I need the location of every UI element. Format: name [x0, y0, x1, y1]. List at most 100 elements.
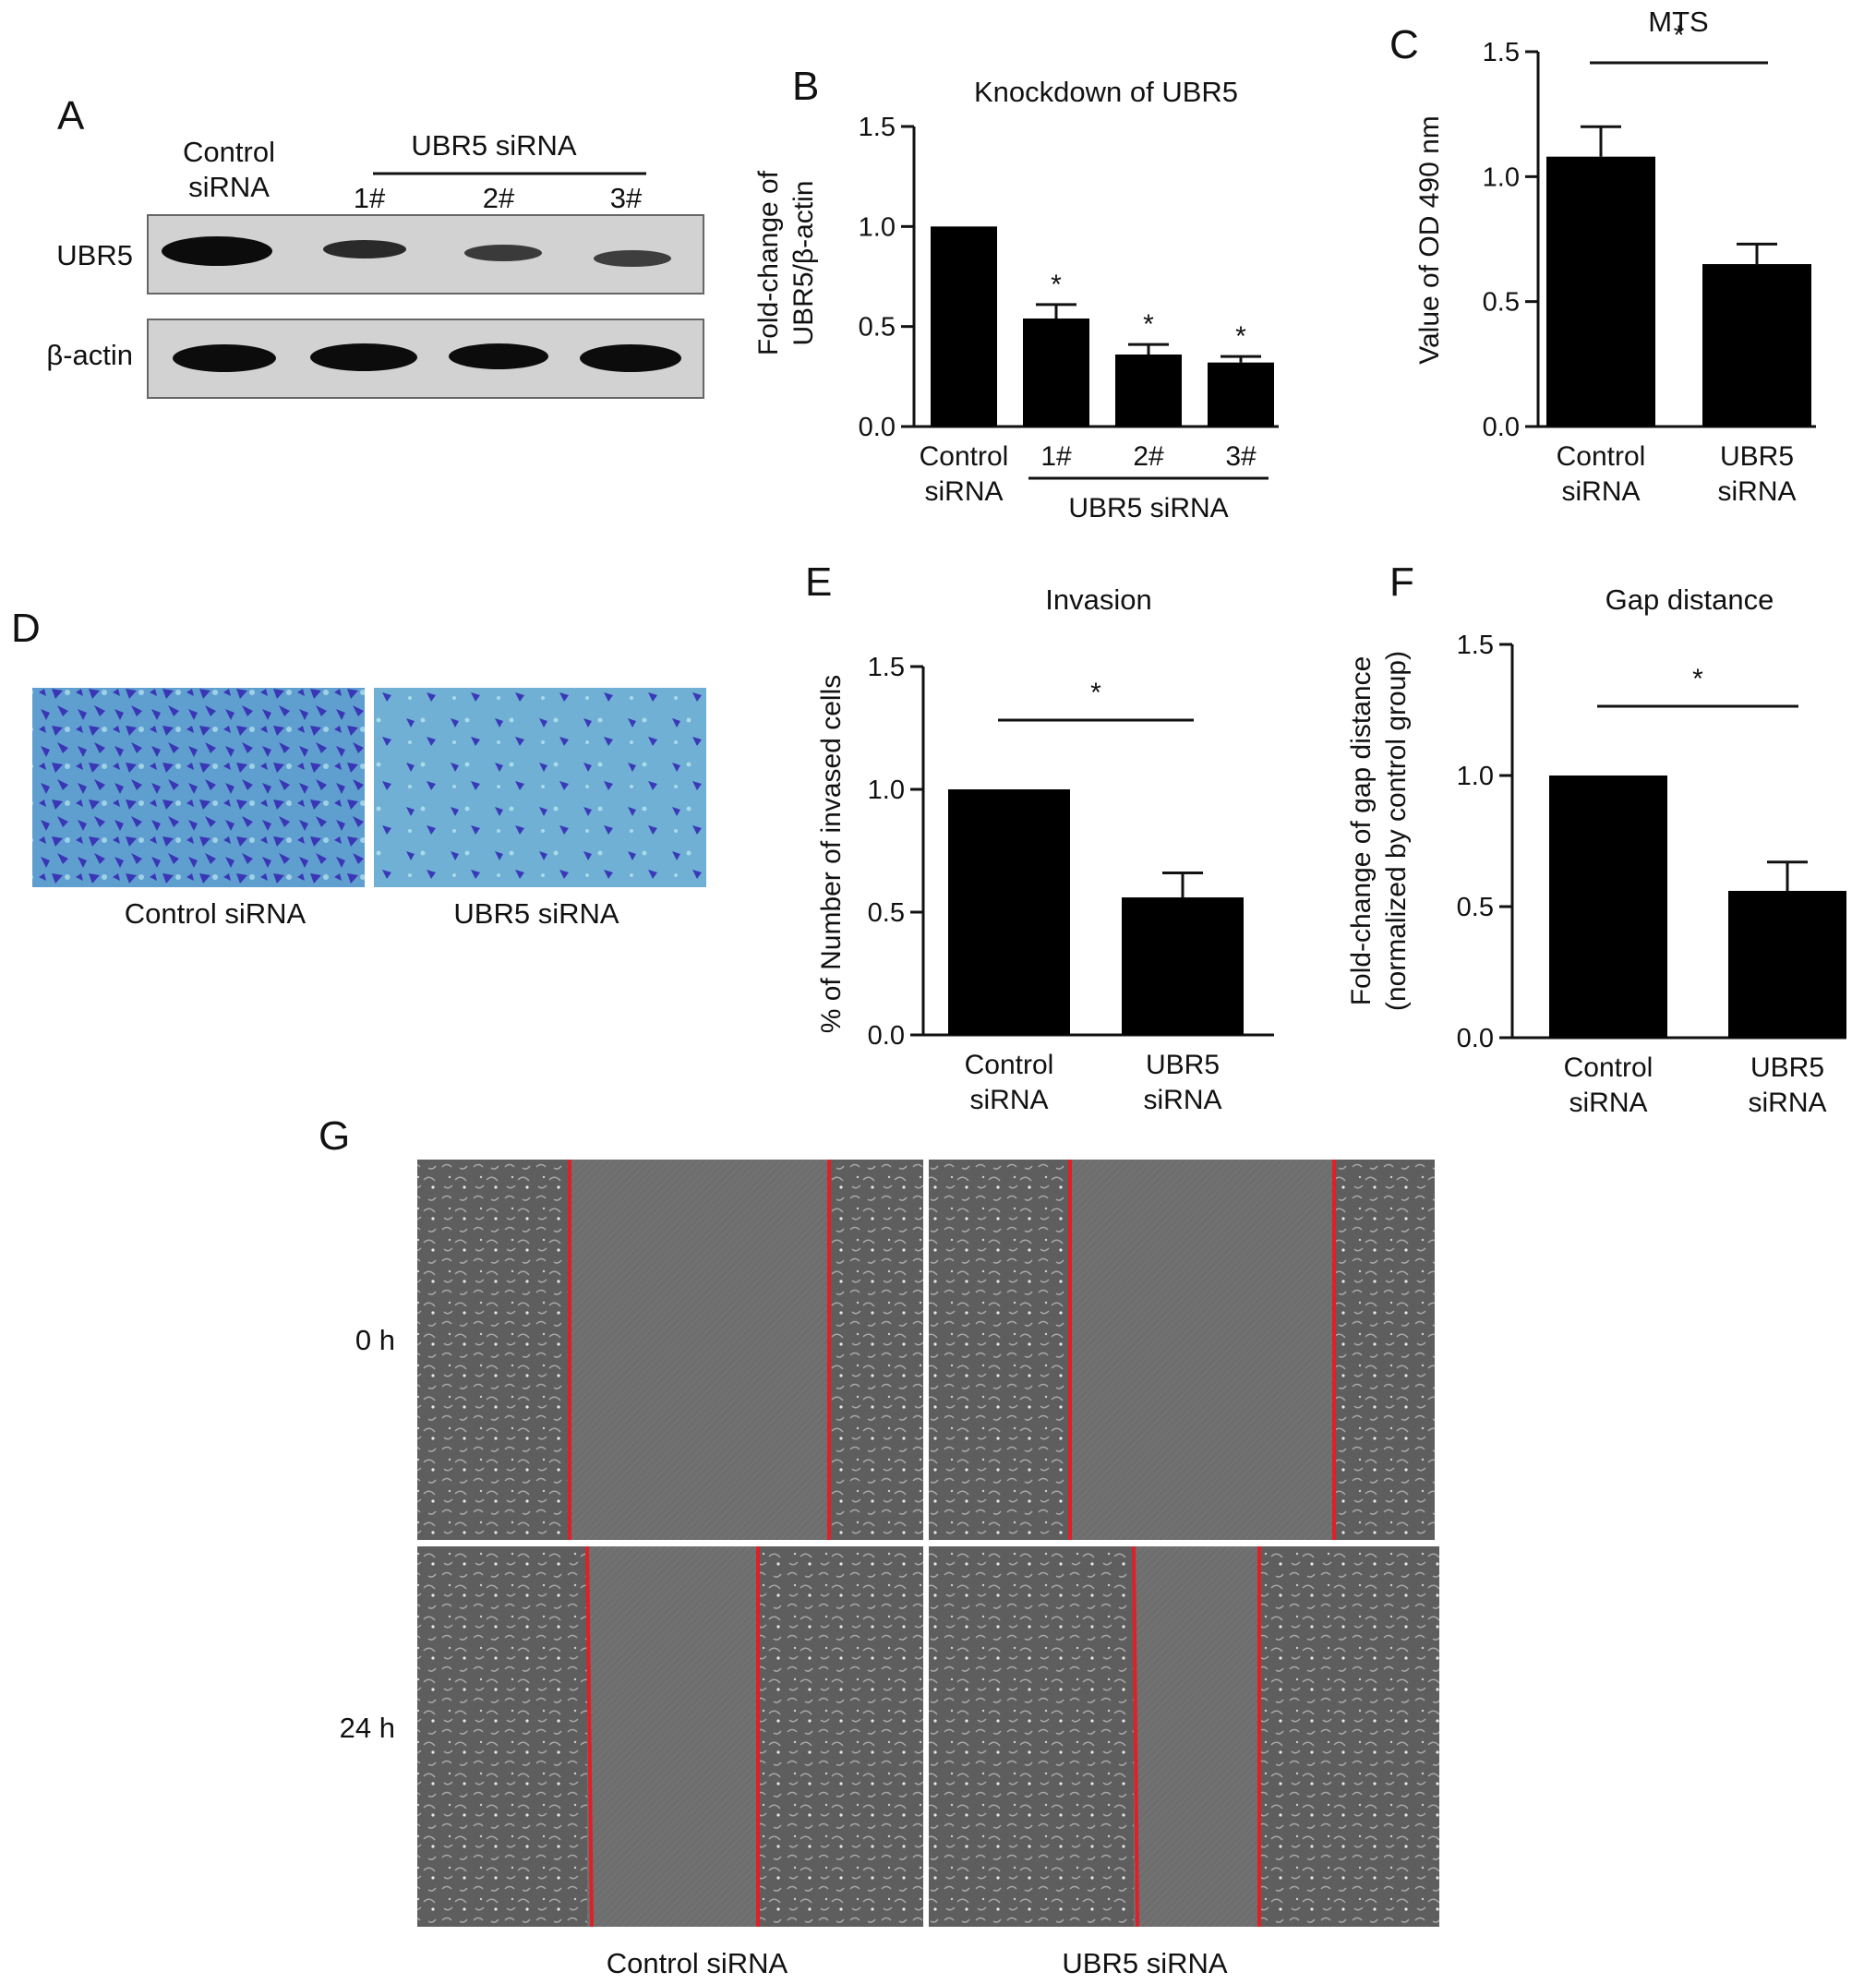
- y-tick-label: 1.5: [868, 653, 905, 682]
- significance-mark: *: [1051, 270, 1062, 300]
- y-axis-label: Fold-change of: [753, 170, 784, 355]
- invasion-image-ubr5: [374, 688, 706, 887]
- x-tick-label: UBR5: [1146, 1050, 1220, 1080]
- panel-letter-c: C: [1389, 22, 1419, 67]
- significance-mark: *: [1143, 309, 1154, 340]
- chart-title: Gap distance: [1605, 583, 1774, 616]
- y-tick-label: 1.0: [859, 212, 896, 242]
- significance-mark: *: [1692, 664, 1703, 694]
- x-tick-label: Control: [1564, 1052, 1654, 1083]
- x-tick-label: 1#: [1040, 441, 1072, 472]
- blot-band-ubr5-2: [464, 245, 542, 261]
- y-axis-label: UBR5/β-actin: [788, 181, 819, 346]
- panel-letter-a: A: [57, 93, 85, 138]
- blot-row-label-ubr5: UBR5: [56, 239, 133, 271]
- blot-group-label: UBR5 siRNA: [411, 129, 576, 162]
- x-tick-label: siRNA: [1748, 1088, 1826, 1118]
- y-axis-label: % of Number of invased cells: [816, 675, 847, 1034]
- wound-row-label-0h: 0 h: [355, 1324, 395, 1356]
- y-tick-label: 0.5: [868, 898, 905, 928]
- blot-band-ubr5-control: [162, 236, 272, 266]
- blot-band-actin-control: [173, 344, 276, 372]
- panel-letter-f: F: [1389, 559, 1414, 605]
- y-tick-label: 1.5: [859, 113, 896, 142]
- blot-lane-label-3: 3#: [610, 182, 643, 214]
- invasion-caption-ubr5: UBR5 siRNA: [453, 897, 619, 930]
- bar: [1023, 319, 1089, 427]
- bar: [931, 226, 997, 427]
- significance-mark: *: [1674, 20, 1685, 51]
- x-tick-label: 3#: [1225, 441, 1257, 472]
- bar: [1208, 362, 1274, 427]
- blot-band-actin-3: [580, 344, 681, 372]
- x-tick-label: siRNA: [1561, 476, 1640, 507]
- y-tick-label: 0.5: [859, 313, 896, 343]
- invasion-image-control: [32, 688, 365, 887]
- panel-letter-b: B: [792, 64, 819, 109]
- x-tick-label: siRNA: [1143, 1085, 1221, 1115]
- significance-mark: *: [1235, 321, 1246, 352]
- bar: [1122, 897, 1244, 1035]
- x-tick-label: UBR5: [1750, 1052, 1824, 1083]
- chart-gap-distance: Gap distance Fold-change of gap distance(…: [1346, 583, 1846, 1118]
- blot-band-ubr5-1: [323, 240, 406, 259]
- blot-row-label-actin: β-actin: [46, 339, 133, 371]
- panel-letter-e: E: [805, 559, 832, 605]
- wound-caption-ubr5: UBR5 siRNA: [1062, 1947, 1227, 1979]
- group-label: UBR5 siRNA: [1068, 493, 1228, 523]
- y-tick-label: 0.0: [1457, 1024, 1494, 1053]
- blot-lane-label-2: 2#: [483, 182, 515, 214]
- x-tick-label: Control: [920, 441, 1009, 472]
- wound-row-label-24h: 24 h: [340, 1712, 395, 1744]
- y-tick-label: 1.0: [1457, 762, 1494, 791]
- wound-caption-control: Control siRNA: [607, 1947, 788, 1979]
- wound-gap-ubr5-0h: [1070, 1160, 1334, 1540]
- panel-letter-g: G: [319, 1113, 350, 1159]
- chart-mts: MTS Value of OD 490 nm 0.0 0.5 1.0 1.5 Control…: [1414, 6, 1816, 507]
- blot-control-label-line1: Control: [183, 136, 275, 168]
- x-tick-label: siRNA: [969, 1085, 1048, 1115]
- panel-letter-d: D: [11, 606, 41, 651]
- x-tick-label: UBR5: [1720, 441, 1794, 472]
- western-blot-panel: Control siRNA UBR5 siRNA 1# 2# 3# UBR5 β…: [46, 129, 704, 399]
- chart-title: Knockdown of UBR5: [974, 76, 1238, 108]
- bar: [948, 789, 1070, 1035]
- significance-mark: *: [1090, 678, 1101, 708]
- chart-invasion: Invasion % of Number of invased cells 0.0 0…: [816, 583, 1274, 1115]
- x-tick-label: siRNA: [1717, 476, 1796, 507]
- blot-control-label-line2: siRNA: [188, 171, 270, 203]
- y-tick-label: 0.5: [1457, 893, 1494, 922]
- y-tick-label: 0.0: [1483, 413, 1520, 442]
- wound-gap-control-24h: [587, 1546, 758, 1927]
- wound-line: [585, 1545, 594, 1928]
- y-tick-label: 1.5: [1457, 631, 1494, 660]
- y-tick-label: 0.5: [1483, 288, 1520, 318]
- blot-band-actin-1: [310, 343, 417, 371]
- blot-lane-label-1: 1#: [354, 182, 386, 214]
- x-tick-label: siRNA: [924, 476, 1003, 507]
- x-tick-label: Control: [965, 1050, 1054, 1080]
- y-axis-label: Fold-change of gap distance: [1346, 656, 1377, 1006]
- y-tick-label: 1.0: [1483, 162, 1520, 192]
- bar: [1549, 776, 1667, 1038]
- bar: [1115, 355, 1182, 427]
- chart-title: MTS: [1648, 6, 1708, 38]
- blot-band-actin-2: [449, 343, 548, 369]
- wound-healing-panel: 0 h 24 h Control siRNA UBR5 siRNA: [340, 1160, 1439, 1979]
- bar: [1728, 890, 1846, 1038]
- y-axis-label: (normalized by control group): [1381, 651, 1412, 1011]
- y-tick-label: 0.0: [868, 1021, 905, 1051]
- bar: [1546, 156, 1655, 427]
- y-axis-label: Value of OD 490 nm: [1414, 115, 1445, 365]
- y-tick-label: 1.0: [868, 776, 905, 805]
- invasion-caption-control: Control siRNA: [125, 897, 307, 930]
- x-tick-label: Control: [1557, 441, 1646, 472]
- blot-band-ubr5-3: [594, 250, 671, 267]
- x-tick-label: 2#: [1133, 441, 1164, 472]
- chart-knockdown: Knockdown of UBR5 Fold-change of UBR5/β-ac…: [753, 76, 1279, 523]
- bar: [1702, 264, 1811, 427]
- invasion-images-panel: Control siRNA UBR5 siRNA: [32, 688, 706, 930]
- x-tick-label: siRNA: [1569, 1088, 1647, 1118]
- wound-line: [1132, 1545, 1139, 1928]
